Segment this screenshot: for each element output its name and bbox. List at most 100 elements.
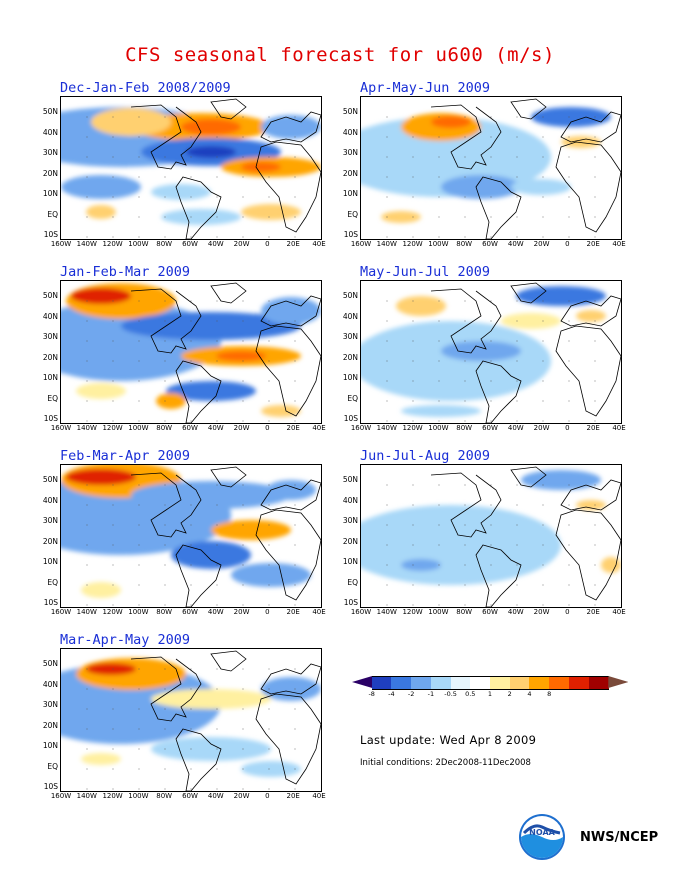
grid-dot — [242, 320, 244, 322]
lon-tick-label: 40E — [612, 240, 626, 248]
grid-dot — [86, 564, 88, 566]
grid-dot — [190, 360, 192, 362]
grid-dot — [490, 116, 492, 118]
grid-dot — [412, 544, 414, 546]
grid-dot — [294, 420, 296, 422]
grid-dot — [464, 420, 466, 422]
grid-dot — [490, 236, 492, 238]
grid-dot — [190, 300, 192, 302]
grid-dot — [164, 484, 166, 486]
grid-dot — [268, 156, 270, 158]
grid-dot — [190, 564, 192, 566]
grid-dot — [242, 420, 244, 422]
lon-tick-label: 120W — [102, 792, 123, 800]
coastline — [175, 544, 222, 607]
anomaly-region — [151, 689, 271, 709]
grid-dot — [164, 136, 166, 138]
grid-dot — [542, 524, 544, 526]
grid-dot — [490, 380, 492, 382]
grid-dot — [268, 320, 270, 322]
lon-tick-label: 80W — [156, 424, 173, 432]
grid-dot — [216, 544, 218, 546]
lon-tick-label: 60W — [182, 608, 198, 616]
grid-dot — [542, 300, 544, 302]
grid-dot — [216, 688, 218, 690]
lon-tick-label: 60W — [482, 240, 498, 248]
anomaly-region — [261, 677, 321, 701]
grid-dot — [294, 300, 296, 302]
grid-dot — [268, 484, 270, 486]
grid-dot — [594, 380, 596, 382]
grid-dot — [490, 156, 492, 158]
lon-tick-label: 20E — [286, 792, 300, 800]
grid-dot — [464, 156, 466, 158]
grid-dot — [568, 544, 570, 546]
grid-dot — [594, 604, 596, 606]
anomaly-region — [241, 204, 301, 220]
lat-tick-label: 20N — [42, 720, 58, 730]
lon-tick-label: 160W — [50, 608, 72, 616]
forecast-panel-djf: Dec-Jan-Feb 2008/2009 50N 40N 30N 20N 10N EQ 1… — [43, 80, 350, 270]
grid-dot — [386, 584, 388, 586]
lat-tick-label: 20N — [42, 536, 58, 546]
grid-dot — [112, 116, 114, 118]
grid-dot — [138, 788, 140, 790]
grid-dot — [190, 216, 192, 218]
grid-dot — [594, 320, 596, 322]
lat-tick-label: 10N — [42, 189, 58, 198]
anomaly-region — [91, 108, 171, 136]
grid-dot — [164, 524, 166, 526]
coastline — [130, 104, 202, 170]
grid-dot — [568, 484, 570, 486]
grid-dot — [542, 136, 544, 138]
forecast-map — [360, 96, 622, 240]
lon-tick-label: 120W — [402, 608, 423, 616]
forecast-map — [60, 464, 322, 608]
grid-dot — [516, 544, 518, 546]
lat-tick-label: EQ — [47, 209, 58, 219]
lat-tick-label: 30N — [42, 700, 58, 709]
grid-dot — [138, 504, 140, 506]
grid-dot — [190, 484, 192, 486]
grid-dot — [438, 544, 440, 546]
lat-tick-label: 10N — [342, 373, 358, 382]
grid-dot — [268, 300, 270, 302]
grid-dot — [86, 196, 88, 198]
grid-dot — [386, 136, 388, 138]
grid-dot — [86, 544, 88, 546]
grid-dot — [138, 116, 140, 118]
lat-tick-label: 10N — [42, 373, 58, 382]
grid-dot — [164, 584, 166, 586]
grid-dot — [112, 708, 114, 710]
coastline — [255, 509, 321, 601]
grid-dot — [190, 320, 192, 322]
grid-dot — [386, 544, 388, 546]
grid-dot — [464, 216, 466, 218]
grid-dot — [190, 544, 192, 546]
grid-dot — [594, 116, 596, 118]
grid-dot — [190, 708, 192, 710]
grid-dot — [516, 380, 518, 382]
forecast-panel-fma: Feb-Mar-Apr 2009 50N 40N 30N 20N 10N EQ 10S 160… — [43, 448, 350, 638]
coastline — [210, 98, 247, 120]
grid-dot — [268, 584, 270, 586]
grid-dot — [294, 544, 296, 546]
grid-dot — [490, 524, 492, 526]
grid-dot — [216, 668, 218, 670]
grid-dot — [164, 788, 166, 790]
grid-dot — [490, 196, 492, 198]
lon-tick-label: 0 — [265, 424, 270, 432]
grid-dot — [490, 176, 492, 178]
grid-dot — [294, 768, 296, 770]
grid-dot — [294, 176, 296, 178]
grid-dot — [294, 156, 296, 158]
grid-dot — [138, 524, 140, 526]
lat-tick-label: 20N — [42, 168, 58, 178]
grid-dot — [268, 524, 270, 526]
grid-dot — [294, 116, 296, 118]
lat-tick-label: 40N — [42, 495, 58, 505]
color-legend: -8 -4 -2 -1 -0.5 0.5 1 2 4 8 — [352, 676, 629, 698]
coastline — [430, 288, 502, 354]
anomaly-region — [156, 393, 186, 409]
grid-dot — [216, 236, 218, 238]
